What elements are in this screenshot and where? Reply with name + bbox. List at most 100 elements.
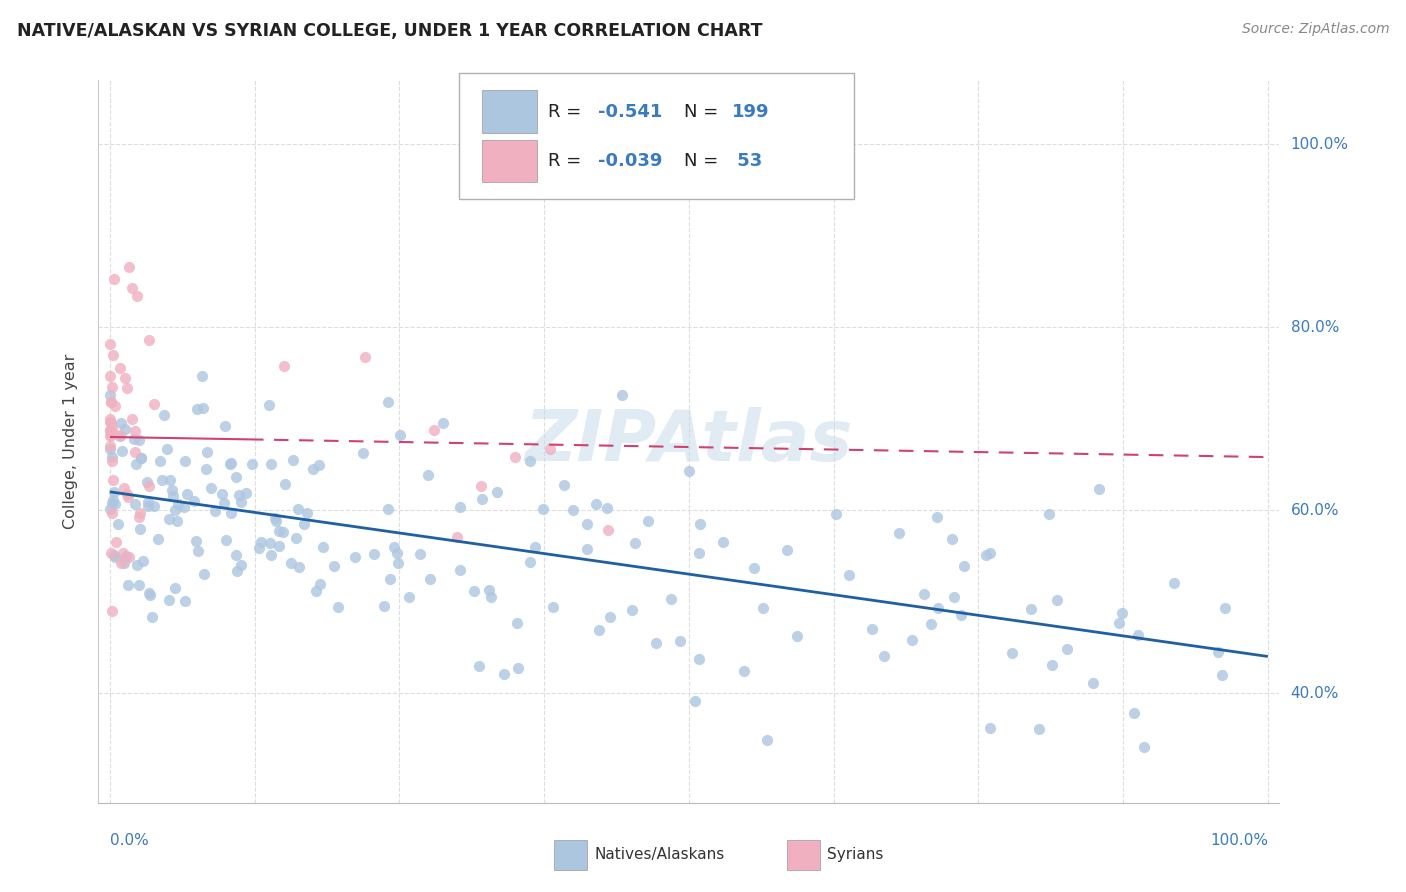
Point <box>101 473 124 487</box>
Point <box>264 511 287 525</box>
Point <box>271 524 294 539</box>
Point <box>688 652 710 666</box>
Point <box>382 540 405 554</box>
Point <box>162 490 184 504</box>
Text: ZIPAtlas: ZIPAtlas <box>524 407 853 476</box>
Point <box>873 648 896 663</box>
Text: N =: N = <box>685 103 724 120</box>
Point <box>114 371 136 385</box>
Point <box>432 417 454 431</box>
Point <box>389 428 412 442</box>
Point <box>385 546 408 560</box>
Text: -0.039: -0.039 <box>598 152 662 169</box>
Point <box>1206 644 1229 658</box>
Point <box>152 473 174 487</box>
Point <box>98 415 121 429</box>
Point <box>247 541 270 555</box>
Point <box>974 548 997 562</box>
Point <box>225 548 247 562</box>
Point <box>117 260 139 274</box>
Point <box>1038 508 1060 522</box>
Point <box>118 550 141 565</box>
Point <box>506 616 529 631</box>
Point <box>100 395 122 409</box>
Point <box>596 501 619 516</box>
Point <box>494 667 516 681</box>
Point <box>115 549 138 563</box>
Point <box>101 421 124 435</box>
Point <box>114 422 136 436</box>
Point <box>776 543 799 558</box>
Point <box>104 399 127 413</box>
Point <box>101 425 124 440</box>
FancyBboxPatch shape <box>554 839 588 870</box>
Point <box>100 454 122 468</box>
Point <box>100 424 122 438</box>
Point <box>328 600 350 615</box>
Point <box>100 442 122 457</box>
Point <box>226 565 249 579</box>
Point <box>214 419 236 434</box>
Point <box>138 586 160 600</box>
Point <box>645 636 668 650</box>
Point <box>121 412 143 426</box>
Point <box>943 590 966 604</box>
Point <box>538 442 561 457</box>
Point <box>149 454 172 468</box>
Point <box>131 554 153 568</box>
Point <box>100 427 122 442</box>
Point <box>1211 668 1233 682</box>
FancyBboxPatch shape <box>787 839 820 870</box>
Point <box>124 444 146 458</box>
Point <box>786 629 808 643</box>
Point <box>449 500 471 515</box>
Text: N =: N = <box>685 152 724 169</box>
Point <box>111 444 134 458</box>
Text: NATIVE/ALASKAN VS SYRIAN COLLEGE, UNDER 1 YEAR CORRELATION CHART: NATIVE/ALASKAN VS SYRIAN COLLEGE, UNDER … <box>17 22 762 40</box>
Point <box>101 496 124 510</box>
Point <box>219 506 242 520</box>
Point <box>112 546 135 560</box>
Point <box>98 412 121 426</box>
Text: 60.0%: 60.0% <box>1291 502 1339 517</box>
Point <box>176 487 198 501</box>
Point <box>267 524 290 539</box>
Point <box>128 506 150 520</box>
Point <box>419 572 441 586</box>
Point <box>195 461 218 475</box>
Point <box>468 659 491 673</box>
Point <box>733 664 755 678</box>
Point <box>953 559 976 574</box>
Point <box>98 439 121 453</box>
Point <box>104 497 127 511</box>
Point <box>283 452 305 467</box>
Point <box>280 556 302 570</box>
Point <box>173 500 195 515</box>
Point <box>148 532 170 546</box>
Point <box>125 558 148 573</box>
Point <box>138 479 160 493</box>
Point <box>373 599 395 613</box>
Point <box>531 502 554 516</box>
Point <box>100 395 122 409</box>
Point <box>214 496 236 510</box>
Point <box>1213 601 1236 615</box>
Point <box>273 476 295 491</box>
Point <box>107 517 129 532</box>
Point <box>1111 606 1133 620</box>
Point <box>193 566 215 581</box>
Point <box>285 531 308 545</box>
Point <box>235 486 257 500</box>
Y-axis label: College, Under 1 year: College, Under 1 year <box>63 354 77 529</box>
Point <box>186 534 208 549</box>
Point <box>688 546 710 560</box>
Point <box>624 535 647 549</box>
Point <box>117 578 139 592</box>
Point <box>173 594 195 608</box>
Point <box>1087 482 1109 496</box>
Point <box>101 379 124 393</box>
Point <box>101 506 124 520</box>
Point <box>1019 602 1042 616</box>
Point <box>541 600 564 615</box>
Point <box>136 495 159 509</box>
